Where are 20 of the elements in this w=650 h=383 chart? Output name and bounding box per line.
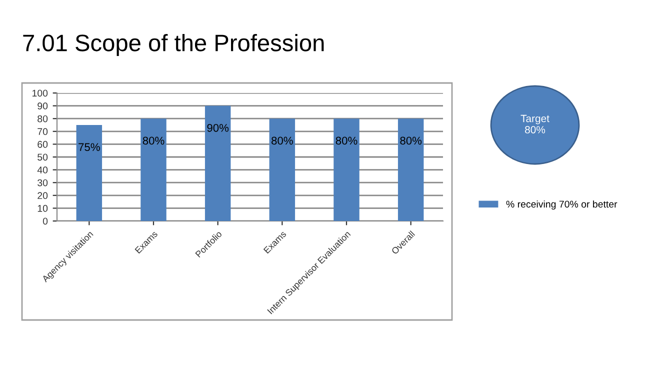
y-tick-label: 80 [38, 115, 48, 122]
data-label: 80% [142, 136, 164, 145]
legend-label: % receiving 70% or better [506, 200, 618, 210]
y-tick-label: 60 [38, 140, 48, 148]
y-tick-label: 40 [37, 166, 48, 174]
text: Target 80% [520, 114, 550, 134]
y-tick-label: 70 [38, 128, 48, 136]
y-tick-label: 20 [38, 192, 48, 200]
y-tick-label: 90 [38, 102, 48, 110]
data-label: 80% [336, 136, 358, 145]
chart-title: 7.01 Scope of the Profession [23, 34, 324, 56]
y-tick-label: 0 [42, 218, 48, 225]
data-label: 75% [78, 143, 100, 152]
data-label: 80% [400, 136, 422, 145]
y-tick-label: 30 [38, 179, 48, 186]
data-label: 90% [207, 124, 229, 132]
y-tick-label: 100 [32, 90, 48, 97]
y-tick-label: 50 [38, 154, 48, 161]
y-tick-label: 10 [38, 204, 48, 212]
data-label: 80% [272, 136, 293, 145]
